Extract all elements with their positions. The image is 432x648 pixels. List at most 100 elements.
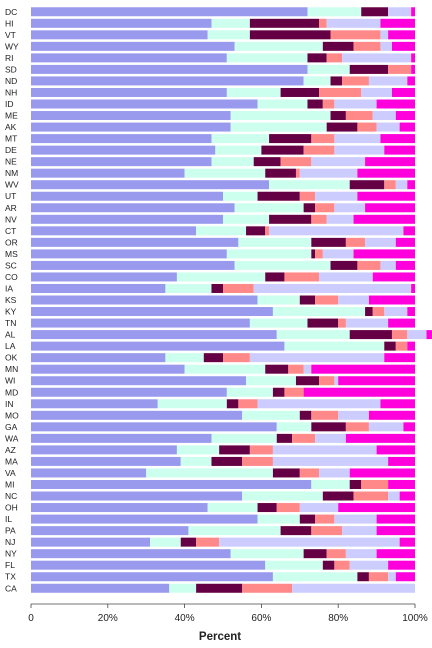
bar-segment-ri-6 (411, 53, 415, 63)
bar-segment-ca-3 (196, 583, 243, 593)
bar-segment-sd-2 (307, 64, 350, 74)
bar-segment-id-4 (322, 99, 335, 109)
bar-segment-ut-1 (31, 191, 223, 201)
bar-segment-mo-6 (368, 410, 415, 420)
state-label-nv: NV (5, 214, 17, 224)
state-label-az: AZ (5, 445, 16, 455)
bar-segment-ct-4 (265, 226, 270, 236)
bar-segment-ms-3 (311, 249, 316, 259)
bar-segment-il-3 (299, 514, 316, 524)
bar-segment-ia-3 (211, 283, 223, 293)
bar-segment-ga-2 (276, 422, 312, 432)
bar-segment-ne-3 (253, 157, 281, 167)
bar-segment-ca-5 (292, 583, 415, 593)
bar-segment-ut-4 (299, 191, 316, 201)
bar-segment-nj-5 (219, 537, 400, 547)
bar-segment-il-1 (31, 514, 258, 524)
bar-segment-hi-5 (326, 18, 381, 28)
bar-segment-nd-1 (31, 76, 304, 86)
bar-segment-wy-5 (380, 41, 392, 51)
bar-segment-ca-4 (242, 583, 293, 593)
x-tick-label-0: 0 (28, 613, 34, 624)
bar-segment-mn-6 (311, 364, 415, 374)
state-label-mo: MO (5, 410, 19, 420)
bar-segment-nc-1 (31, 491, 243, 501)
bar-segment-nj-4 (196, 537, 220, 547)
state-label-ri: RI (5, 53, 14, 63)
bar-segment-al-2 (276, 330, 350, 340)
bar-segment-md-6 (303, 387, 415, 397)
bar-segment-mt-2 (211, 134, 270, 144)
bar-segment-ne-4 (280, 157, 312, 167)
bar-segment-nv-2 (223, 214, 270, 224)
bar-segment-pa-3 (280, 526, 312, 536)
bar-segment-ok-2 (165, 353, 204, 363)
bar-segment-al-4 (391, 330, 408, 340)
bar-segment-wa-4 (292, 433, 316, 443)
bar-segment-ar-1 (31, 203, 235, 213)
bar-segment-de-6 (384, 145, 415, 155)
bar-segment-tn-1 (31, 318, 250, 328)
state-label-nd: ND (5, 76, 17, 86)
bar-segment-mt-3 (269, 134, 312, 144)
state-label-va: VA (5, 468, 16, 478)
state-label-or: OR (5, 237, 18, 247)
bar-segment-oh-2 (207, 503, 258, 513)
bar-segment-wa-6 (345, 433, 415, 443)
state-label-ga: GA (5, 422, 18, 432)
bar-segment-va-3 (272, 468, 300, 478)
x-tick-label-60: 60% (251, 613, 271, 624)
bar-segment-nd-5 (368, 76, 408, 86)
bar-segment-tn-5 (345, 318, 389, 328)
bar-segment-vt-5 (380, 30, 389, 40)
bar-segment-va-1 (31, 468, 147, 478)
state-label-al: AL (5, 330, 16, 340)
bar-segment-dc-3 (361, 7, 389, 17)
bar-segment-mt-6 (380, 134, 415, 144)
bar-segment-ga-3 (311, 422, 346, 432)
state-label-ms: MS (5, 249, 18, 259)
bar-segment-ny-4 (326, 549, 346, 559)
bar-segment-mi-6 (388, 479, 415, 489)
bar-segment-mo-1 (31, 410, 243, 420)
bar-segment-nh-3 (280, 87, 319, 97)
bar-segment-ne-5 (311, 157, 366, 167)
bar-segment-wi-1 (31, 376, 247, 386)
bar-segment-ne-1 (31, 157, 212, 167)
bar-segment-hi-3 (249, 18, 319, 28)
state-label-tx: TX (5, 572, 16, 582)
bar-segment-me-3 (330, 111, 346, 121)
bar-segment-id-1 (31, 99, 258, 109)
bar-segment-wi-3 (295, 376, 319, 386)
bar-segment-ct-2 (196, 226, 247, 236)
bar-segment-wy-6 (391, 41, 415, 51)
bar-segment-nd-2 (303, 76, 331, 86)
bar-segment-nh-6 (391, 87, 415, 97)
bar-segment-ak-5 (376, 122, 400, 132)
bar-segment-ma-1 (31, 456, 181, 466)
bar-segment-sd-1 (31, 64, 308, 74)
bar-segment-tx-5 (388, 572, 396, 582)
bar-segment-me-4 (345, 111, 373, 121)
bar-segment-in-1 (31, 399, 158, 409)
bar-segment-mn-1 (31, 364, 185, 374)
bar-segment-de-4 (303, 145, 335, 155)
state-label-nm: NM (5, 168, 18, 178)
state-label-wa: WA (5, 433, 19, 443)
state-label-ut: UT (5, 191, 16, 201)
bar-segment-oh-1 (31, 503, 208, 513)
bar-segment-nh-1 (31, 87, 227, 97)
state-label-mt: MT (5, 134, 17, 144)
bar-segment-ma-6 (388, 456, 415, 466)
bar-segment-ut-2 (223, 191, 258, 201)
bar-segment-tn-4 (338, 318, 346, 328)
bar-segment-co-1 (31, 272, 177, 282)
bar-segment-or-1 (31, 237, 239, 247)
bar-segment-ar-2 (234, 203, 304, 213)
bar-segment-fl-1 (31, 560, 266, 570)
bar-segment-ms-6 (353, 249, 415, 259)
bar-segment-tn-6 (388, 318, 415, 328)
bar-segment-wv-3 (349, 180, 385, 190)
bar-segment-wi-6 (338, 376, 415, 386)
